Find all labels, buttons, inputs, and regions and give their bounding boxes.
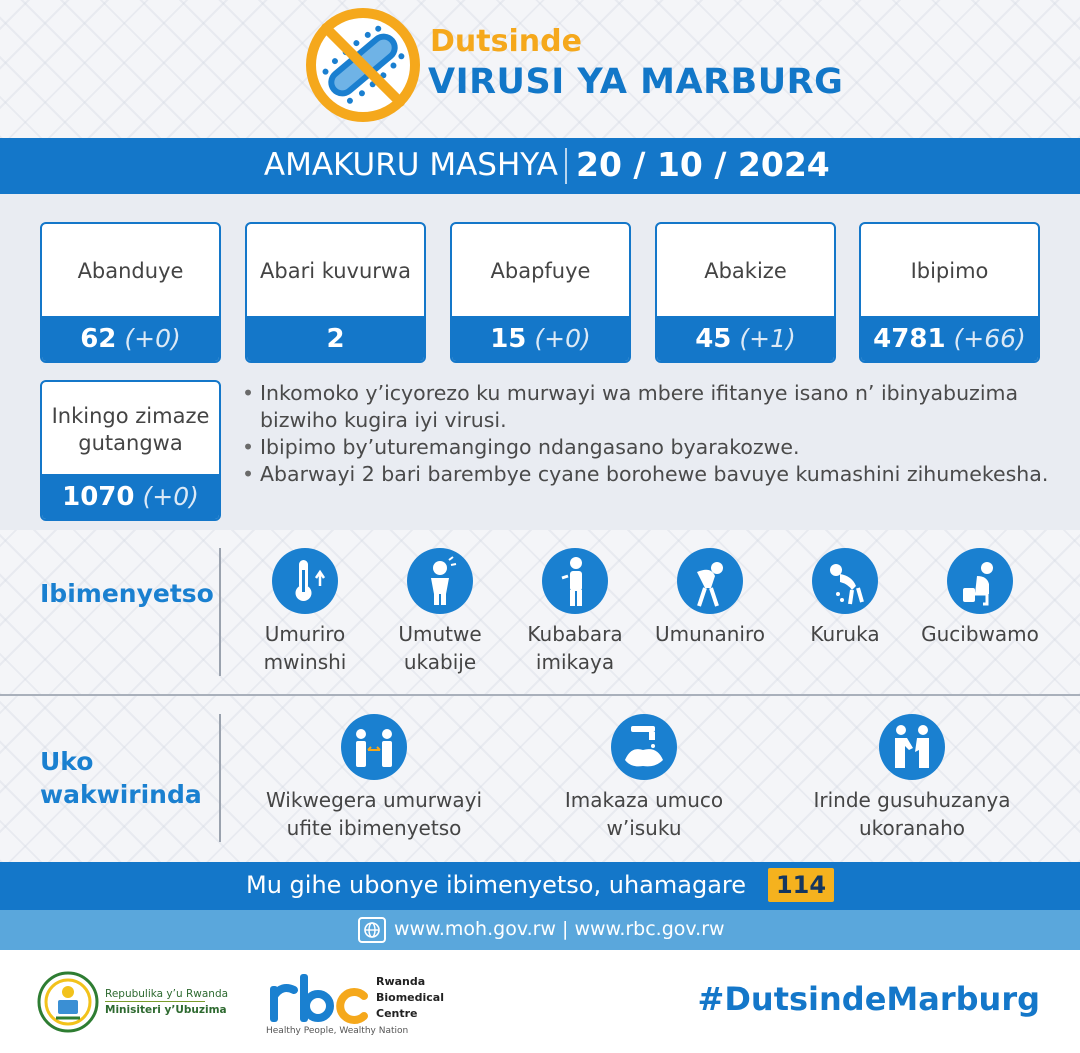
stat-card-in-treatment: Abari kuvurwa 2 [245,222,426,363]
muscle-pain-icon [542,548,608,614]
campaign-title-top: Dutsinde [430,24,582,59]
prevention-label: Wikwegera umurwayi ufite ibimenyetso [265,788,483,840]
stat-value: 15 [490,323,527,354]
stat-label: Abapfuye [490,259,591,284]
prevention-label: Imakaza umuco w’isuku [564,788,724,840]
stat-delta: (+1) [739,324,796,353]
diarrhea-icon [947,548,1013,614]
symptom-label: Umunaniro [655,622,765,646]
rbc-slogan: Healthy People, Wealthy Nation [266,1026,409,1036]
stat-card-infected: Abanduye 62 (+0) [40,222,221,363]
government-name: Repubulika y’u Rwanda [105,988,229,1000]
ministry-name: Minisiteri y’Ubuzima [105,1004,227,1016]
globe-icon [358,917,386,943]
stat-label: Ibipimo [910,259,989,284]
web-band: www.moh.gov.rw | www.rbc.gov.rw [0,910,1080,950]
stat-value: 62 [80,323,117,354]
stat-label: Abari kuvurwa [260,259,411,284]
update-date: 20 / 10 / 2024 [576,145,830,184]
section-title: Uko wakwirinda [40,747,202,809]
footer: Repubulika y’u Rwanda Minisiteri y’Ubuzi… [0,950,1080,1053]
stat-label: Abakize [704,259,787,284]
list-item: Inkomoko y’icyorezo ku murwayi wa mbere … [242,380,1052,434]
campaign-title-main: VIRUSI YA MARBURG [428,62,844,102]
stat-delta: (+66) [953,324,1026,353]
list-item: Abarwayi 2 bari barembye cyane borohewe … [242,461,1052,488]
campaign-hashtag: #DutsindeMarburg [697,980,1040,1018]
header: Dutsinde VIRUSI YA MARBURG [0,0,1080,138]
stat-card-deaths: Abapfuye 15 (+0) [450,222,631,363]
stat-value: 45 [695,323,732,354]
stat-delta: (+0) [142,482,199,511]
section-separator [0,694,1080,696]
stat-card-recovered: Abakize 45 (+1) [655,222,836,363]
stat-value: 2 [326,323,345,354]
stat-delta: (+0) [534,324,591,353]
distance-icon [341,714,407,780]
website-links[interactable]: www.moh.gov.rw | www.rbc.gov.rw [394,918,725,940]
rwanda-emblem-icon [37,971,99,1033]
stat-label: Inkingo zimaze gutangwa [51,403,210,455]
symptom-label: Kubabara imikaya [527,622,623,674]
prevention-section: Uko wakwirinda Wikwegera umurwayi ufite i… [0,696,1080,862]
rbc-logo-icon [270,974,368,1024]
update-divider [565,148,567,184]
symptom-label: Gucibwamo [921,622,1039,646]
section-divider [219,548,221,676]
stat-value-bar: 2 [247,316,424,361]
stat-card-vaccines: Inkingo zimaze gutangwa 1070 (+0) [40,380,221,521]
stat-value-bar: 1070 (+0) [42,474,219,519]
symptom-label: Umuriro mwinshi [263,622,347,674]
update-label: AMAKURU MASHYA [263,147,558,183]
headache-icon [407,548,473,614]
list-item: Ibipimo by’uturemangingo ndangasano byar… [242,434,1052,461]
update-notes-list: Inkomoko y’icyorezo ku murwayi wa mbere … [242,380,1052,488]
stat-delta: (+0) [124,324,181,353]
section-title: Ibimenyetso [40,579,214,608]
thermometer-icon [272,548,338,614]
handwash-icon [611,714,677,780]
fatigue-icon [677,548,743,614]
section-divider [219,714,221,842]
stat-value: 1070 [62,481,135,512]
hotline-number[interactable]: 114 [768,868,834,902]
stat-value: 4781 [873,323,946,354]
symptom-label: Umutwe ukabije [398,622,482,674]
no-handshake-icon [879,714,945,780]
no-virus-logo-icon [306,8,420,122]
stat-card-tests: Ibipimo 4781 (+66) [859,222,1040,363]
stat-value-bar: 45 (+1) [657,316,834,361]
stat-label: Abanduye [77,259,184,284]
symptoms-section: Ibimenyetso Umuriro mwinshi Umutwe ukabije… [0,530,1080,695]
update-band: AMAKURU MASHYA 20 / 10 / 2024 [0,138,1080,194]
prevention-label: Irinde gusuhuzanya ukoranaho [813,788,1011,840]
stat-value-bar: 15 (+0) [452,316,629,361]
stats-area: Abanduye 62 (+0) Abari kuvurwa 2 Abapfuy… [0,194,1080,530]
call-band: Mu gihe ubonye ibimenyetso, uhamagare 11… [0,862,1080,910]
rbc-name: Rwanda Biomedical Centre [376,975,444,1020]
vomiting-icon [812,548,878,614]
stat-value-bar: 62 (+0) [42,316,219,361]
symptom-label: Kuruka [810,622,880,646]
stat-value-bar: 4781 (+66) [861,316,1038,361]
government-underline [105,1001,205,1002]
call-text: Mu gihe ubonye ibimenyetso, uhamagare [246,871,747,899]
